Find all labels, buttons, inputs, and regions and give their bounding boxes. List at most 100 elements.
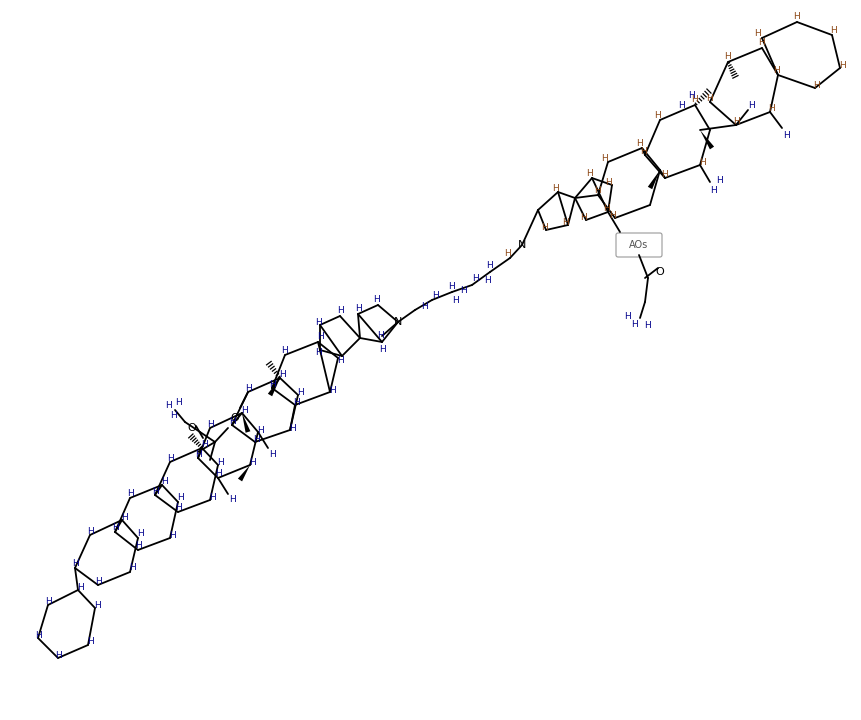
Text: H: H: [86, 528, 93, 536]
Text: H: H: [653, 110, 660, 120]
Text: H: H: [452, 295, 459, 305]
Text: H: H: [594, 186, 601, 194]
Text: H: H: [160, 477, 167, 487]
Text: H: H: [134, 541, 141, 551]
Text: H: H: [292, 397, 299, 407]
Text: H: H: [127, 490, 133, 498]
Text: H: H: [603, 204, 610, 212]
Text: H: H: [170, 410, 177, 420]
Text: H: H: [691, 94, 697, 104]
Text: H: H: [121, 513, 127, 523]
Text: H: H: [54, 650, 61, 660]
Text: H: H: [747, 101, 754, 109]
Text: H: H: [839, 60, 846, 70]
Text: H: H: [601, 153, 608, 163]
Polygon shape: [268, 378, 280, 396]
Text: H: H: [586, 168, 592, 178]
Text: H: H: [245, 384, 251, 392]
Text: H: H: [753, 29, 760, 37]
Text: H: H: [772, 66, 779, 74]
Text: H: H: [624, 312, 630, 320]
Text: H: H: [504, 248, 511, 258]
Text: H: H: [715, 176, 722, 184]
Text: H: H: [609, 210, 616, 220]
Text: H: H: [257, 426, 263, 434]
Polygon shape: [238, 465, 250, 482]
Text: O: O: [188, 423, 196, 433]
Text: H: H: [644, 320, 651, 330]
Text: H: H: [631, 320, 638, 328]
Text: H: H: [252, 434, 259, 444]
Text: H: H: [688, 91, 695, 99]
Text: H: H: [288, 423, 295, 433]
Text: H: H: [248, 457, 255, 467]
Text: H: H: [164, 400, 171, 410]
Text: H: H: [77, 582, 84, 592]
Text: H: H: [337, 305, 343, 315]
Text: H: H: [448, 282, 455, 290]
Text: H: H: [45, 598, 52, 606]
Text: H: H: [552, 184, 559, 192]
Text: H: H: [460, 286, 467, 294]
Text: H: H: [240, 405, 247, 415]
Text: H: H: [86, 637, 93, 647]
Text: H: H: [208, 493, 215, 503]
Text: H: H: [316, 331, 323, 341]
Text: H: H: [95, 577, 102, 587]
Text: H: H: [216, 457, 223, 467]
Text: O: O: [655, 267, 664, 277]
Text: H: H: [541, 222, 548, 232]
Text: H: H: [830, 25, 836, 35]
Text: H: H: [169, 531, 175, 539]
Text: H: H: [328, 385, 335, 395]
Text: H: H: [379, 344, 386, 354]
Text: AOs: AOs: [629, 240, 647, 250]
Text: H: H: [282, 346, 288, 354]
Text: N: N: [393, 317, 402, 327]
Polygon shape: [242, 413, 250, 433]
Text: H: H: [661, 169, 667, 179]
Polygon shape: [699, 130, 713, 149]
Text: H: H: [111, 523, 118, 533]
Text: H: H: [195, 449, 201, 459]
Text: H: H: [34, 631, 41, 639]
FancyBboxPatch shape: [616, 233, 661, 257]
Text: H: H: [228, 416, 235, 426]
Text: H: H: [640, 146, 647, 156]
Text: H: H: [421, 302, 428, 310]
Text: H: H: [152, 487, 158, 495]
Text: H: H: [793, 12, 800, 20]
Text: H: H: [214, 469, 221, 479]
Text: H: H: [709, 186, 716, 194]
Text: H: H: [768, 104, 775, 112]
Text: H: H: [175, 503, 181, 513]
Text: H: H: [432, 290, 439, 300]
Text: H: H: [207, 420, 214, 428]
Text: O: O: [231, 413, 239, 423]
Text: H: H: [296, 387, 303, 397]
Text: H: H: [166, 454, 173, 462]
Text: H: H: [733, 117, 740, 125]
Text: H: H: [605, 178, 611, 186]
Text: H: H: [706, 94, 713, 102]
Text: H: H: [269, 449, 275, 459]
Text: H: H: [758, 37, 765, 47]
Text: H: H: [484, 276, 491, 284]
Text: H: H: [813, 81, 820, 89]
Text: H: H: [201, 439, 208, 449]
Text: H: H: [562, 217, 569, 227]
Text: H: H: [71, 559, 78, 569]
Text: N: N: [517, 240, 525, 250]
Text: H: H: [175, 397, 181, 407]
Text: H: H: [337, 356, 343, 364]
Text: H: H: [314, 348, 321, 356]
Text: H: H: [94, 600, 100, 610]
Text: H: H: [724, 52, 730, 60]
Text: H: H: [636, 138, 642, 148]
Text: H: H: [699, 158, 705, 166]
Text: H: H: [314, 318, 321, 326]
Text: H: H: [269, 379, 275, 389]
Text: H: H: [278, 369, 285, 379]
Text: H: H: [376, 330, 383, 340]
Text: H: H: [486, 261, 492, 269]
